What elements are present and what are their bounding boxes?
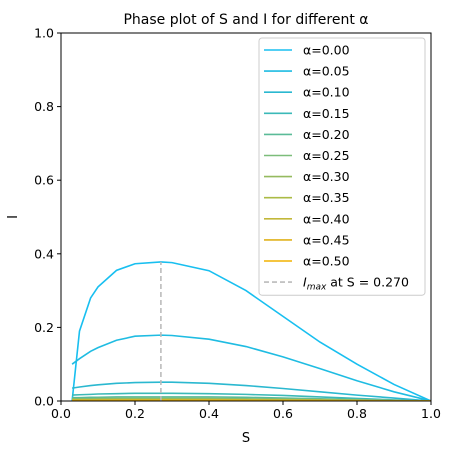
legend: α=0.00 α=0.05 α=0.10 α=0.15 α=0.20 α=0.25 α=0.…: [258, 37, 426, 296]
x-tick-label: 1.0: [421, 406, 441, 421]
x-tick-label: 0.8: [347, 406, 367, 421]
x-tick-label: 0.0: [51, 406, 71, 421]
y-tick-label: 0.6: [34, 173, 54, 188]
y-tick-label: 0.4: [34, 246, 54, 261]
legend-label: α=0.10: [303, 85, 350, 100]
y-tick-label: 1.0: [34, 26, 54, 41]
y-tick-label: 0.2: [34, 320, 54, 335]
plot-frame: [60, 32, 432, 402]
y-tick-label: 0.8: [34, 99, 54, 114]
legend-label: α=0.40: [303, 211, 350, 226]
y-axis-label: I: [6, 215, 21, 219]
legend-label-imax: Imax at S = 0.270: [303, 275, 409, 293]
x-axis-label: S: [242, 431, 250, 446]
legend-label: α=0.00: [303, 43, 350, 58]
series-line-3: [72, 392, 431, 401]
x-tick-label: 0.4: [199, 406, 219, 421]
series-line-1: [71, 334, 431, 401]
legend-label: α=0.35: [303, 190, 350, 205]
legend-label: α=0.15: [303, 106, 350, 121]
x-tick-label: 0.6: [273, 406, 293, 421]
legend-label: α=0.45: [303, 232, 350, 247]
series-line-2: [71, 381, 431, 401]
x-tick-label: 0.2: [125, 406, 145, 421]
y-tick-label: 0.0: [34, 394, 54, 409]
legend-label: α=0.50: [303, 254, 350, 269]
legend-box: [258, 37, 426, 296]
legend-label: α=0.20: [303, 127, 350, 142]
legend-label: α=0.25: [303, 148, 350, 163]
legend-label: α=0.30: [303, 169, 350, 184]
series-line-0: [71, 261, 431, 401]
legend-label: α=0.05: [303, 64, 350, 79]
chart-title: Phase plot of S and I for different α: [123, 12, 368, 28]
